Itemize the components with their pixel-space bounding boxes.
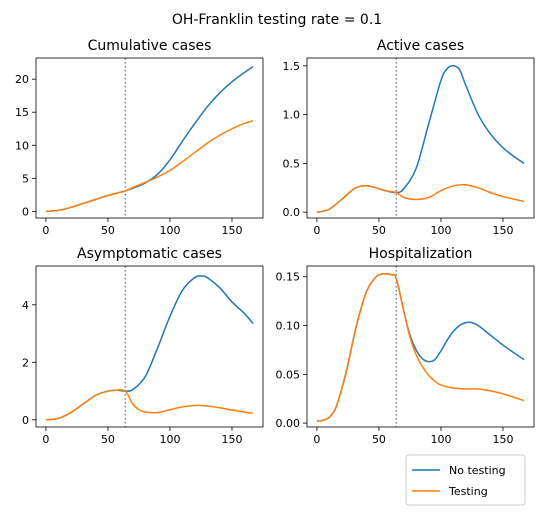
x-tick-label: 100: [159, 224, 180, 237]
y-tick-label: 0.15: [276, 271, 301, 284]
series-line-testing: [316, 273, 525, 422]
y-tick-label: 0.10: [276, 320, 301, 333]
x-tick-label: 0: [313, 224, 320, 237]
legend-frame: [405, 454, 526, 506]
figure-suptitle: OH-Franklin testing rate = 0.1: [172, 12, 382, 28]
legend: No testing Testing: [405, 454, 526, 506]
axes-frame: [306, 265, 535, 428]
subplot-asymptomatic-cases: Asymptomatic cases 0 50 100 150 0 2 4: [22, 246, 264, 446]
y-tick-label: 0.5: [283, 157, 301, 170]
x-tick-label: 150: [492, 433, 513, 446]
series-line-testing: [316, 183, 525, 213]
y-tick-label: 0: [22, 414, 29, 427]
legend-label-testing: Testing: [448, 485, 488, 498]
series-line-no-testing: [316, 273, 525, 422]
subplot-title: Asymptomatic cases: [77, 246, 222, 262]
y-tick-label: 4: [22, 299, 29, 312]
series-line-no-testing: [45, 65, 254, 213]
x-tick-label: 0: [42, 433, 49, 446]
axes-frame: [35, 57, 264, 219]
subplot-title: Cumulative cases: [88, 38, 212, 54]
legend-label-no-testing: No testing: [449, 464, 506, 477]
y-tick-label: 15: [15, 106, 29, 119]
subplot-cumulative-cases: Cumulative cases 0 50 100 150 0 5 10 15 20: [15, 38, 264, 237]
series-line-no-testing: [316, 65, 525, 213]
axes-frame: [306, 57, 535, 219]
x-tick-label: 100: [430, 224, 451, 237]
y-tick-label: 20: [15, 73, 29, 86]
x-tick-label: 50: [101, 224, 115, 237]
x-tick-label: 150: [221, 224, 242, 237]
x-tick-label: 0: [313, 433, 320, 446]
subplot-active-cases: Active cases 0 50 100 150 0.0 0.5 1.0 1.5: [283, 38, 535, 237]
x-tick-label: 100: [159, 433, 180, 446]
x-tick-label: 100: [430, 433, 451, 446]
y-tick-label: 1.5: [283, 60, 301, 73]
axes-frame: [35, 265, 264, 428]
x-tick-label: 0: [42, 224, 49, 237]
subplot-title: Hospitalization: [369, 246, 473, 262]
x-tick-label: 150: [492, 224, 513, 237]
y-tick-label: 0: [22, 205, 29, 218]
y-tick-label: 1.0: [283, 109, 301, 122]
y-tick-label: 5: [22, 172, 29, 185]
y-tick-label: 0.05: [276, 368, 301, 381]
y-tick-label: 10: [15, 139, 29, 152]
x-tick-label: 50: [101, 433, 115, 446]
series-line-testing: [45, 120, 254, 213]
x-tick-label: 50: [372, 224, 386, 237]
series-line-testing: [45, 389, 254, 421]
subplot-hospitalization: Hospitalization 0 50 100 150 0.00 0.05 0.10 0.15: [276, 246, 535, 446]
subplot-title: Active cases: [377, 38, 464, 54]
y-tick-label: 0.0: [283, 206, 301, 219]
x-tick-label: 50: [372, 433, 386, 446]
y-tick-label: 2: [22, 356, 29, 369]
x-tick-label: 150: [221, 433, 242, 446]
y-tick-label: 0.00: [276, 417, 301, 430]
series-line-no-testing: [45, 275, 254, 421]
